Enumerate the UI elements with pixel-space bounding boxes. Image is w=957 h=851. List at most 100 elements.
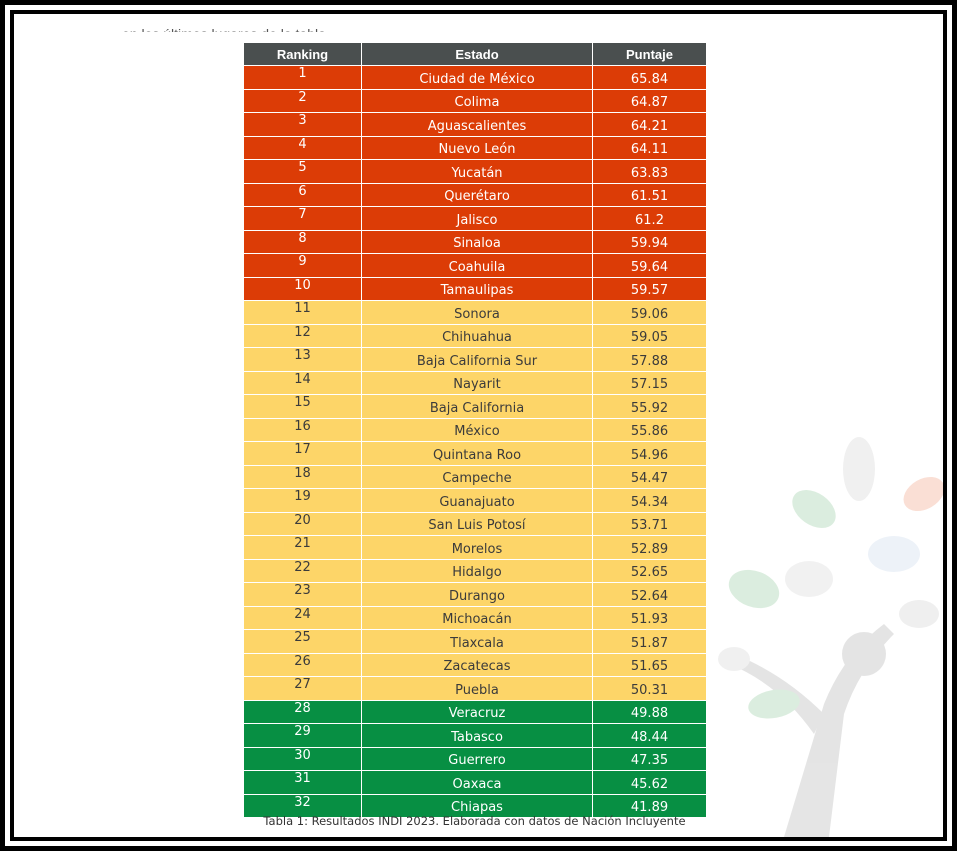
table-row: 6 Querétaro 61.51 (243, 182, 707, 207)
score-cell: 64.21 (592, 112, 707, 137)
table-row: 15 Baja California 55.92 (243, 394, 707, 419)
state-cell: Ciudad de México (361, 65, 593, 90)
table-row: 28 Veracruz 49.88 (243, 699, 707, 724)
table-row: 2 Colima 64.87 (243, 88, 707, 113)
score-cell: 49.88 (592, 699, 707, 724)
table-row: 12 Chihuahua 59.05 (243, 323, 707, 348)
score-cell: 45.62 (592, 770, 707, 795)
score-cell: 47.35 (592, 746, 707, 771)
score-cell: 54.96 (592, 441, 707, 466)
score-cell: 61.51 (592, 182, 707, 207)
score-cell: 59.64 (592, 253, 707, 278)
state-cell: Oaxaca (361, 770, 593, 795)
table-row: 22 Hidalgo 52.65 (243, 558, 707, 583)
state-cell: San Luis Potosí (361, 511, 593, 536)
table-row: 24 Michoacán 51.93 (243, 605, 707, 630)
table-row: 20 San Luis Potosí 53.71 (243, 511, 707, 536)
rank-cell: 32 (243, 793, 362, 818)
rank-cell: 18 (243, 464, 362, 489)
state-cell: Chihuahua (361, 323, 593, 348)
table-row: 11 Sonora 59.06 (243, 300, 707, 325)
table-row: 3 Aguascalientes 64.21 (243, 112, 707, 137)
table-header-row: Ranking Estado Puntaje (243, 42, 707, 66)
score-cell: 52.89 (592, 535, 707, 560)
state-cell: México (361, 417, 593, 442)
score-cell: 51.65 (592, 652, 707, 677)
score-cell: 59.57 (592, 276, 707, 301)
score-cell: 54.34 (592, 488, 707, 513)
rank-cell: 8 (243, 229, 362, 254)
state-cell: Campeche (361, 464, 593, 489)
rank-cell: 17 (243, 441, 362, 466)
state-cell: Nuevo León (361, 135, 593, 160)
table-row: 13 Baja California Sur 57.88 (243, 347, 707, 372)
score-cell: 48.44 (592, 723, 707, 748)
score-cell: 59.94 (592, 229, 707, 254)
table-caption: Tabla 1: Resultados INDI 2023. Elaborada… (263, 814, 686, 828)
table-row: 30 Guerrero 47.35 (243, 746, 707, 771)
ranking-table: Ranking Estado Puntaje 1 Ciudad de México… (243, 42, 707, 818)
rank-cell: 7 (243, 206, 362, 231)
rank-cell: 23 (243, 582, 362, 607)
rank-cell: 12 (243, 323, 362, 348)
state-cell: Guerrero (361, 746, 593, 771)
table-row: 31 Oaxaca 45.62 (243, 770, 707, 795)
rank-cell: 15 (243, 394, 362, 419)
rank-cell: 16 (243, 417, 362, 442)
state-cell: Baja California Sur (361, 347, 593, 372)
rank-cell: 10 (243, 276, 362, 301)
rank-cell: 21 (243, 535, 362, 560)
table-row: 18 Campeche 54.47 (243, 464, 707, 489)
rank-cell: 14 (243, 370, 362, 395)
rank-cell: 25 (243, 629, 362, 654)
state-cell: Puebla (361, 676, 593, 701)
rank-cell: 29 (243, 723, 362, 748)
rank-cell: 2 (243, 88, 362, 113)
table-row: 16 México 55.86 (243, 417, 707, 442)
rank-cell: 5 (243, 159, 362, 184)
state-cell: Tlaxcala (361, 629, 593, 654)
table-row: 25 Tlaxcala 51.87 (243, 629, 707, 654)
state-cell: Tabasco (361, 723, 593, 748)
score-cell: 50.31 (592, 676, 707, 701)
table-row: 9 Coahuila 59.64 (243, 253, 707, 278)
score-cell: 59.05 (592, 323, 707, 348)
table-row: 32 Chiapas 41.89 (243, 793, 707, 818)
score-cell: 51.93 (592, 605, 707, 630)
rank-cell: 1 (243, 65, 362, 90)
state-cell: Baja California (361, 394, 593, 419)
state-cell: Sonora (361, 300, 593, 325)
score-cell: 54.47 (592, 464, 707, 489)
rank-cell: 30 (243, 746, 362, 771)
rank-cell: 9 (243, 253, 362, 278)
rank-cell: 31 (243, 770, 362, 795)
score-cell: 61.2 (592, 206, 707, 231)
rank-cell: 11 (243, 300, 362, 325)
score-cell: 57.88 (592, 347, 707, 372)
score-cell: 52.65 (592, 558, 707, 583)
rank-cell: 20 (243, 511, 362, 536)
score-cell: 53.71 (592, 511, 707, 536)
score-cell: 41.89 (592, 793, 707, 818)
table-row: 4 Nuevo León 64.11 (243, 135, 707, 160)
table-row: 5 Yucatán 63.83 (243, 159, 707, 184)
score-cell: 52.64 (592, 582, 707, 607)
score-cell: 57.15 (592, 370, 707, 395)
state-cell: Querétaro (361, 182, 593, 207)
state-cell: Colima (361, 88, 593, 113)
table-row: 29 Tabasco 48.44 (243, 723, 707, 748)
header-estado: Estado (361, 42, 593, 66)
state-cell: Jalisco (361, 206, 593, 231)
state-cell: Sinaloa (361, 229, 593, 254)
table-row: 26 Zacatecas 51.65 (243, 652, 707, 677)
score-cell: 63.83 (592, 159, 707, 184)
rank-cell: 22 (243, 558, 362, 583)
score-cell: 55.86 (592, 417, 707, 442)
rank-cell: 28 (243, 699, 362, 724)
state-cell: Coahuila (361, 253, 593, 278)
table-row: 7 Jalisco 61.2 (243, 206, 707, 231)
state-cell: Guanajuato (361, 488, 593, 513)
state-cell: Nayarit (361, 370, 593, 395)
intro-text-fragment: en los últimos lugares de la tabla (122, 26, 326, 32)
